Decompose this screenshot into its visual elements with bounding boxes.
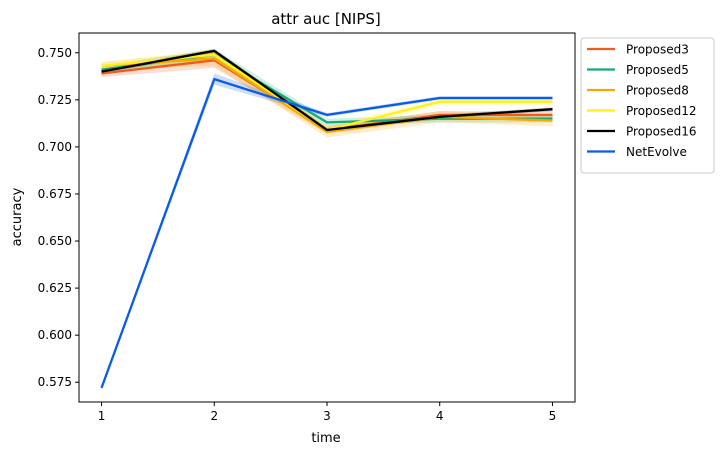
plot-frame — [78, 32, 576, 403]
y-tick-label: 0.650 — [38, 234, 72, 248]
x-tick-label: 3 — [323, 409, 331, 423]
legend-box — [580, 37, 715, 174]
legend-label-proposed3: Proposed3 — [626, 43, 689, 57]
error-band-proposed3 — [101, 52, 553, 134]
legend-label-proposed12: Proposed12 — [626, 104, 697, 118]
y-tick-label: 0.575 — [38, 375, 72, 389]
y-tick-label: 0.625 — [38, 281, 72, 295]
legend: Proposed3 Proposed5 Proposed8 Proposed12 Pro… — [580, 37, 715, 174]
x-tick-label: 1 — [98, 409, 106, 423]
series-line-proposed16 — [101, 49, 553, 132]
chart-title: attr auc [NIPS] — [271, 10, 381, 28]
y-tick-label: 0.600 — [38, 328, 72, 342]
y-tick-label: 0.725 — [38, 93, 72, 107]
legend-label-proposed5: Proposed5 — [626, 63, 689, 77]
y-tick-label: 0.750 — [38, 46, 72, 60]
series-line-netevolve — [100, 77, 553, 389]
legend-label-proposed8: Proposed8 — [626, 84, 689, 98]
x-axis-label: time — [311, 431, 340, 446]
y-axis: 0.575 0.600 0.625 0.650 0.675 0.700 0.725 0.750 — [38, 46, 79, 389]
x-axis: 1 2 3 4 5 — [98, 402, 557, 423]
y-axis-label: accuracy — [10, 187, 25, 246]
y-tick-label: 0.675 — [38, 187, 72, 201]
error-band-proposed12 — [101, 49, 553, 134]
x-tick-label: 5 — [549, 409, 557, 423]
x-tick-label: 2 — [210, 409, 218, 423]
x-tick-label: 4 — [436, 409, 444, 423]
error-bands — [101, 49, 553, 390]
legend-label-netevolve: NetEvolve — [626, 145, 687, 159]
series-lines — [100, 49, 553, 389]
series-line-proposed8 — [101, 57, 553, 133]
legend-label-proposed16: Proposed16 — [626, 125, 697, 139]
y-tick-label: 0.700 — [38, 140, 72, 154]
